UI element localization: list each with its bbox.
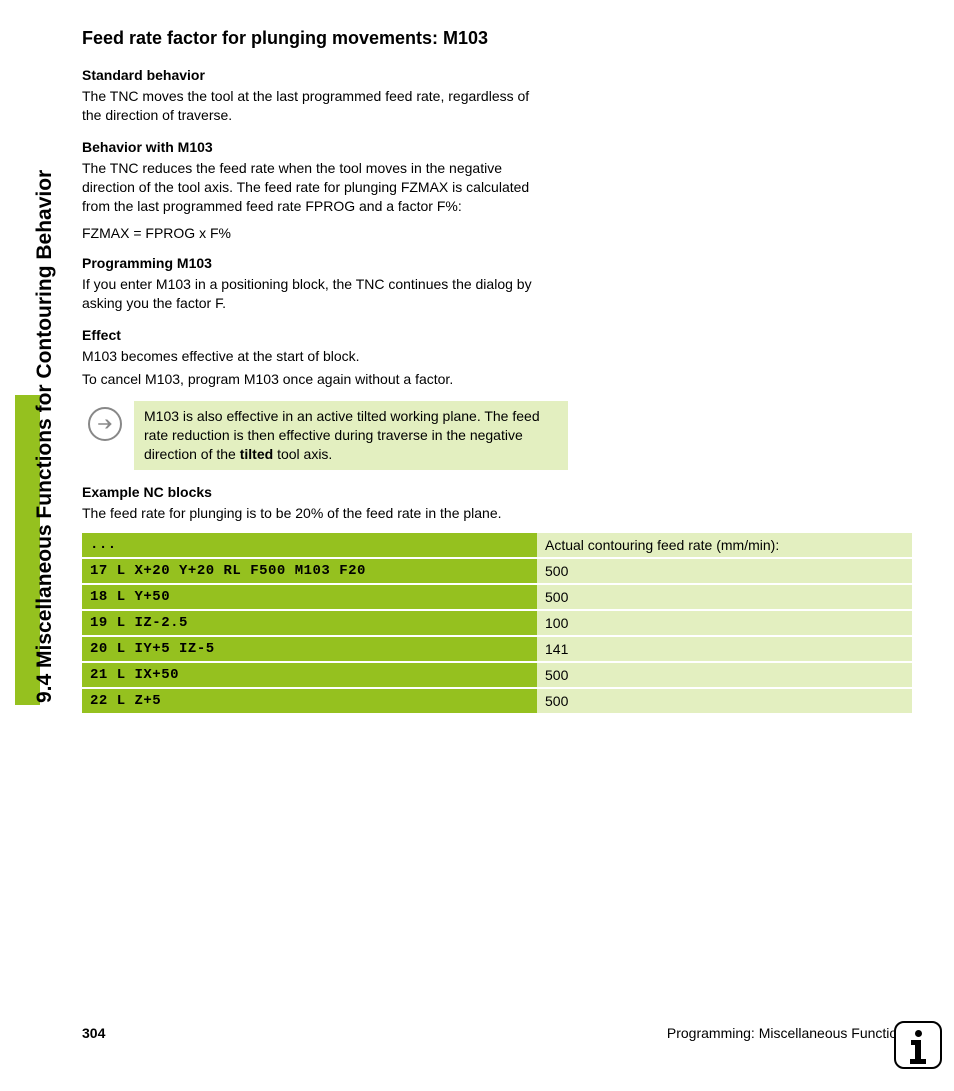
nc-code-cell: 18 L Y+50	[82, 585, 537, 609]
nc-blocks-table: ...Actual contouring feed rate (mm/min):…	[82, 531, 912, 715]
feed-rate-cell: 100	[537, 611, 912, 635]
subhead-m103: Behavior with M103	[82, 139, 912, 155]
table-row: 22 L Z+5500	[82, 689, 912, 713]
feed-rate-cell: 500	[537, 559, 912, 583]
para-programming: If you enter M103 in a positioning block…	[82, 275, 552, 313]
info-icon	[894, 1021, 942, 1069]
nc-code-cell: 17 L X+20 Y+20 RL F500 M103 F20	[82, 559, 537, 583]
table-row: 17 L X+20 Y+20 RL F500 M103 F20500	[82, 559, 912, 583]
nc-code-cell: 20 L IY+5 IZ-5	[82, 637, 537, 661]
subhead-standard: Standard behavior	[82, 67, 912, 83]
chapter-label: Programming: Miscellaneous Functions	[667, 1025, 912, 1041]
note-post: tool axis.	[273, 446, 332, 462]
table-row: 20 L IY+5 IZ-5141	[82, 637, 912, 661]
para-effect2: To cancel M103, program M103 once again …	[82, 370, 552, 389]
table-row: 19 L IZ-2.5100	[82, 611, 912, 635]
page-number: 304	[82, 1025, 105, 1041]
nc-code-cell: 22 L Z+5	[82, 689, 537, 713]
arrow-right-icon	[88, 407, 122, 441]
subhead-programming: Programming M103	[82, 255, 912, 271]
table-row: 21 L IX+50500	[82, 663, 912, 687]
note-box: M103 is also effective in an active tilt…	[82, 401, 568, 470]
page-content: Feed rate factor for plunging movements:…	[82, 28, 912, 715]
table-header-code: ...	[82, 533, 537, 557]
table-header-value: Actual contouring feed rate (mm/min):	[537, 533, 912, 557]
section-side-title: 9.4 Miscellaneous Functions for Contouri…	[33, 170, 57, 703]
subhead-effect: Effect	[82, 327, 912, 343]
page-heading: Feed rate factor for plunging movements:…	[82, 28, 912, 49]
nc-code-cell: 21 L IX+50	[82, 663, 537, 687]
note-text: M103 is also effective in an active tilt…	[134, 401, 568, 470]
page-footer: 304 Programming: Miscellaneous Functions	[82, 1025, 912, 1041]
nc-code-cell: 19 L IZ-2.5	[82, 611, 537, 635]
note-bold: tilted	[240, 446, 273, 462]
feed-rate-cell: 500	[537, 585, 912, 609]
formula-fzmax: FZMAX = FPROG x F%	[82, 225, 912, 241]
note-pre: M103 is also effective in an active tilt…	[144, 408, 540, 462]
feed-rate-cell: 141	[537, 637, 912, 661]
para-standard: The TNC moves the tool at the last progr…	[82, 87, 552, 125]
para-example: The feed rate for plunging is to be 20% …	[82, 504, 682, 523]
subhead-example: Example NC blocks	[82, 484, 912, 500]
para-effect1: M103 becomes effective at the start of b…	[82, 347, 552, 366]
para-m103: The TNC reduces the feed rate when the t…	[82, 159, 552, 216]
feed-rate-cell: 500	[537, 663, 912, 687]
table-row: 18 L Y+50500	[82, 585, 912, 609]
feed-rate-cell: 500	[537, 689, 912, 713]
